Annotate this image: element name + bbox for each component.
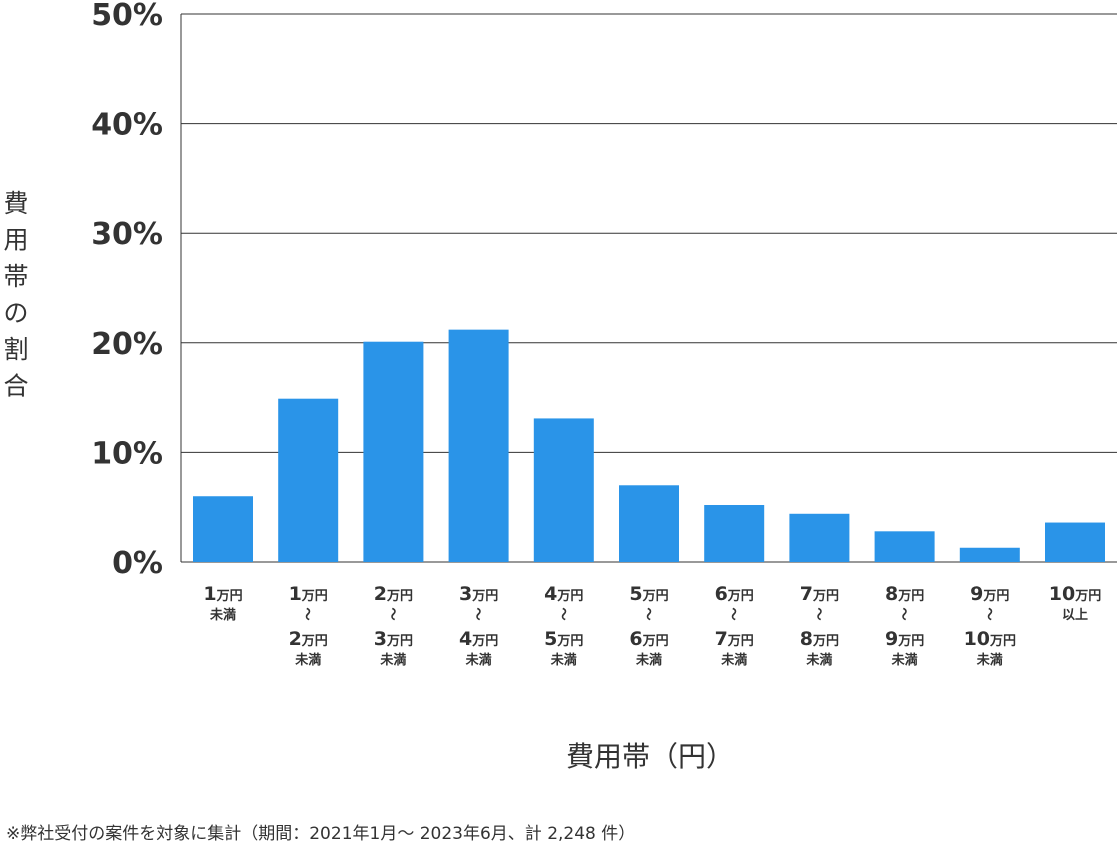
category-amount: 9万円 (885, 628, 924, 650)
y-tick-label: 30% (91, 217, 163, 252)
y-tick-label: 50% (91, 0, 163, 33)
category-range-mark: ～ (299, 607, 314, 620)
bar (1045, 522, 1105, 562)
category-qualifier: 未満 (720, 652, 747, 668)
category-amount: 6万円 (629, 628, 668, 650)
category-qualifier: 以上 (1062, 608, 1088, 623)
bar (959, 547, 1020, 562)
category-amount: 5万円 (544, 628, 583, 650)
y-axis-label-char: 費 (3, 189, 28, 218)
category-amount: 3万円 (374, 628, 413, 650)
category-amount: 3万円 (459, 583, 498, 605)
x-axis-categories: 1万円未満1万円～2万円未満2万円～3万円未満3万円～4万円未満4万円～5万円未… (203, 583, 1101, 668)
category-qualifier: 未満 (465, 652, 492, 668)
category-amount: 10万円 (1049, 583, 1101, 605)
bar (193, 496, 253, 562)
x-axis-label: 費用帯（円） (565, 740, 734, 773)
bars (193, 329, 1105, 562)
bar (789, 513, 850, 562)
category-range-mark: ～ (640, 607, 655, 620)
category-qualifier: 未満 (379, 652, 406, 668)
category-amount: 1万円 (203, 583, 242, 605)
category-qualifier: 未満 (635, 652, 662, 668)
bar (278, 398, 339, 562)
category-range-mark: ～ (810, 607, 825, 620)
y-tick-label: 40% (91, 108, 163, 143)
category-amount: 4万円 (459, 628, 498, 650)
category-amount: 2万円 (374, 583, 413, 605)
y-axis-label-char: の (3, 299, 28, 328)
category-amount: 10万円 (964, 628, 1016, 650)
category-range-mark: ～ (470, 607, 485, 620)
category-amount: 7万円 (800, 583, 839, 605)
category-amount: 1万円 (289, 583, 328, 605)
category-amount: 4万円 (544, 583, 583, 605)
y-axis-label-char: 用 (3, 226, 28, 255)
bar (448, 329, 509, 562)
y-axis-ticks: 0% 10% 20% 30% 40% 50% (91, 0, 163, 581)
bar (874, 531, 935, 562)
category-range-mark: ～ (981, 607, 996, 620)
category-qualifier: 未満 (891, 652, 918, 668)
category-amount: 8万円 (885, 583, 924, 605)
y-tick-label: 20% (91, 327, 163, 362)
category-range-mark: ～ (555, 607, 570, 620)
y-axis-label-char: 帯 (3, 262, 28, 291)
category-qualifier: 未満 (805, 652, 832, 668)
category-amount: 6万円 (715, 583, 754, 605)
bar (533, 418, 594, 562)
category-amount: 2万円 (289, 628, 328, 650)
y-tick-label: 10% (91, 436, 163, 471)
bar (704, 505, 765, 562)
category-range-mark: ～ (896, 607, 911, 620)
y-axis-label-char: 割 (3, 335, 28, 364)
category-amount: 8万円 (800, 628, 839, 650)
category-amount: 9万円 (970, 583, 1009, 605)
footnote: ※弊社受付の案件を対象に集計（期間：2021年1月～ 2023年6月、計 2,2… (6, 824, 636, 844)
y-axis-label-char: 合 (3, 372, 28, 401)
category-qualifier: 未満 (976, 652, 1003, 668)
y-tick-label: 0% (112, 546, 163, 581)
bar (363, 341, 424, 562)
category-range-mark: ～ (384, 607, 399, 620)
category-qualifier: 未満 (294, 652, 321, 668)
category-range-mark: ～ (725, 607, 740, 620)
category-qualifier: 未満 (550, 652, 577, 668)
category-amount: 7万円 (715, 628, 754, 650)
category-qualifier: 未満 (209, 607, 236, 623)
bar (619, 485, 679, 562)
category-amount: 5万円 (629, 583, 668, 605)
